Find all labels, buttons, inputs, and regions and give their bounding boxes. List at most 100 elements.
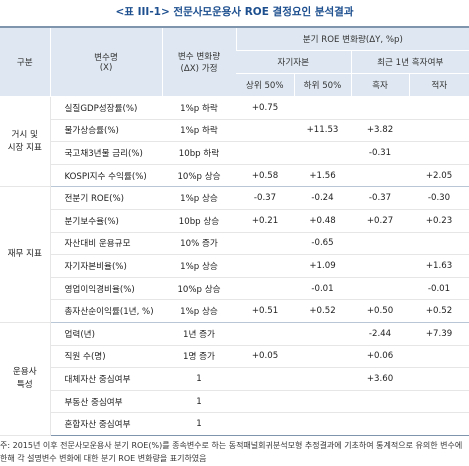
value-cell bbox=[409, 367, 469, 391]
variable-cell: KOSPI지수 수익률(%) bbox=[50, 164, 162, 188]
variable-cell: 총자산순이익률(1년, %) bbox=[50, 299, 162, 323]
header-row: 상위 50% 하위 50% 흑자 적자 bbox=[0, 73, 469, 97]
value-cell: -0.01 bbox=[294, 277, 351, 301]
change-cell: 1년 증가 bbox=[162, 322, 236, 346]
variable-cell: 국고채3년물 금리(%) bbox=[50, 141, 162, 165]
change-cell: 10% 증가 bbox=[162, 232, 236, 256]
variable-cell: 자기자본비율(%) bbox=[50, 254, 162, 278]
variable-cell: 자산대비 운용규모 bbox=[50, 232, 162, 256]
value-cell: +0.58 bbox=[236, 164, 294, 188]
header-cell: 적자 bbox=[408, 73, 469, 97]
value-cell bbox=[351, 277, 409, 301]
header-row: 자기자본 최근 1년 흑자여부 bbox=[0, 50, 469, 74]
variable-cell: 전분기 ROE(%) bbox=[50, 186, 162, 210]
header-cell: 분기 ROE 변화량(ΔY, %p) bbox=[235, 26, 469, 51]
variable-cell: 분기보수율(%) bbox=[50, 209, 162, 233]
value-cell: +1.63 bbox=[409, 254, 469, 278]
variable-cell: 물가상승률(%) bbox=[50, 119, 162, 143]
value-cell bbox=[351, 232, 409, 256]
change-cell: 10%p 상승 bbox=[162, 277, 236, 301]
value-cell: -0.24 bbox=[294, 186, 351, 210]
footnote: 주: 2015년 이후 전문사모운용사 분기 ROE(%)를 종속변수로 하는 … bbox=[0, 440, 463, 463]
value-cell: +0.27 bbox=[351, 209, 409, 233]
value-cell bbox=[409, 119, 469, 143]
table-row: 국고채3년물 금리(%) 10bp 하락 -0.31 bbox=[0, 141, 469, 165]
change-cell: 1%p 상승 bbox=[162, 299, 236, 323]
header-cell: 하위 50% bbox=[293, 73, 351, 97]
value-cell: +0.06 bbox=[351, 345, 409, 369]
value-cell bbox=[351, 254, 409, 278]
text-line: 특성 bbox=[16, 379, 33, 390]
table-row: KOSPI지수 수익률(%) 10%p 상승 +0.58 +1.56 +2.05 bbox=[0, 164, 469, 188]
variable-cell: 직원 수(명) bbox=[50, 345, 162, 369]
value-cell: -0.37 bbox=[351, 186, 409, 210]
change-cell: 1 bbox=[162, 412, 236, 436]
value-cell bbox=[409, 141, 469, 165]
value-cell bbox=[351, 412, 409, 436]
table-row: 직원 수(명) 1명 증가 +0.05 +0.06 bbox=[0, 345, 469, 369]
value-cell bbox=[294, 322, 351, 346]
value-cell bbox=[236, 367, 294, 391]
table-body: 거시 및 시장 지표 실질GDP성장률(%) 1%p 하락 +0.75 물가상승률(%) 1… bbox=[0, 96, 469, 436]
table-row: 물가상승률(%) 1%p 하락 +11.53 +3.82 bbox=[0, 119, 469, 143]
table-row: 혼합자산 중심여부 1 bbox=[0, 412, 469, 436]
change-cell: 1명 증가 bbox=[162, 345, 236, 369]
header-cell: 구분 bbox=[0, 26, 50, 97]
value-cell: +7.39 bbox=[409, 322, 469, 346]
variable-cell: 대체자산 중심여부 bbox=[50, 367, 162, 391]
header-cell: 상위 50% bbox=[236, 73, 294, 97]
header-row: 구분 변수명 (X) 변수 변화량 (ΔX) 가정 분기 ROE 변화량(ΔY, %… bbox=[0, 26, 469, 97]
value-cell bbox=[236, 390, 294, 414]
variable-cell: 혼합자산 중심여부 bbox=[50, 412, 162, 436]
header-cell: 변수명 (X) bbox=[49, 26, 162, 97]
change-cell: 1%p 상승 bbox=[162, 186, 236, 210]
table-row: 자산대비 운용규모 10% 증가 -0.65 bbox=[0, 232, 469, 256]
title: <표 III-1> 전문사모운용사 ROE 결정요인 분석결과 bbox=[115, 6, 354, 18]
change-cell: 10%p 상승 bbox=[162, 164, 236, 188]
value-cell: -0.37 bbox=[236, 186, 294, 210]
value-cell bbox=[409, 390, 469, 414]
value-cell: -0.01 bbox=[409, 277, 469, 301]
value-cell: +1.56 bbox=[294, 164, 351, 188]
value-cell: +0.50 bbox=[351, 299, 409, 323]
change-cell: 1 bbox=[162, 367, 236, 391]
value-cell: +11.53 bbox=[294, 119, 351, 143]
text-line: 시장 지표 bbox=[7, 142, 42, 153]
value-cell bbox=[409, 232, 469, 256]
change-cell: 1 bbox=[162, 390, 236, 414]
change-cell: 10bp 상승 bbox=[162, 209, 236, 233]
variable-cell: 실질GDP성장률(%) bbox=[50, 96, 162, 120]
table-row: 거시 및 시장 지표 실질GDP성장률(%) 1%p 하락 +0.75 bbox=[0, 96, 469, 188]
variable-cell: 업력(년) bbox=[50, 322, 162, 346]
group-cell: 운용사 특성 bbox=[0, 322, 51, 436]
value-cell bbox=[351, 164, 409, 188]
value-cell bbox=[409, 96, 469, 120]
table: 구분 변수명 (X) 변수 변화량 (ΔX) 가정 분기 ROE 변화량(ΔY, %… bbox=[0, 26, 469, 436]
value-cell bbox=[236, 322, 294, 346]
table-header: 구분 변수명 (X) 변수 변화량 (ΔX) 가정 분기 ROE 변화량(ΔY, %… bbox=[0, 26, 469, 97]
value-cell: +3.60 bbox=[351, 367, 409, 391]
value-cell: +1.09 bbox=[294, 254, 351, 278]
table-row: 부동산 중심여부 1 bbox=[0, 390, 469, 414]
value-cell: +0.48 bbox=[294, 209, 351, 233]
text-line: 거시 및 bbox=[11, 129, 38, 140]
value-cell: +2.05 bbox=[409, 164, 469, 188]
value-cell bbox=[351, 96, 409, 120]
change-cell: 1%p 하락 bbox=[162, 96, 236, 120]
value-cell: +0.05 bbox=[236, 345, 294, 369]
value-cell bbox=[351, 390, 409, 414]
variable-cell: 부동산 중심여부 bbox=[50, 390, 162, 414]
text-line: (ΔX) 가정 bbox=[180, 64, 218, 74]
change-cell: 10bp 하락 bbox=[162, 141, 236, 165]
value-cell bbox=[294, 141, 351, 165]
value-cell: -0.30 bbox=[409, 186, 469, 210]
value-cell: -0.65 bbox=[294, 232, 351, 256]
value-cell bbox=[294, 390, 351, 414]
group-cell: 재무 지표 bbox=[0, 186, 51, 323]
value-cell: +3.82 bbox=[351, 119, 409, 143]
value-cell bbox=[236, 141, 294, 165]
value-cell: +0.21 bbox=[236, 209, 294, 233]
value-cell bbox=[294, 412, 351, 436]
value-cell bbox=[294, 96, 351, 120]
